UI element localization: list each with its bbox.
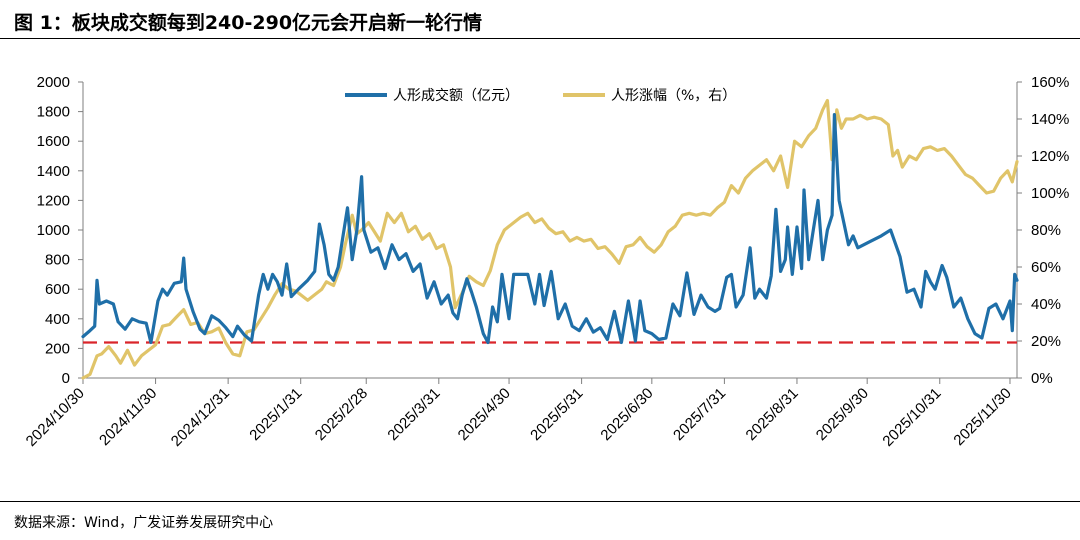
chart-svg: 0 200 400 600 800 1000 1200 1400 1600 1800 2000 0% 2… (23, 74, 1070, 450)
figure-title: 图 1：板块成交额每到240-290亿元会开启新一轮行情 (14, 12, 483, 34)
series-line-turnover (81, 113, 1019, 345)
source-rule (0, 501, 1080, 502)
y-left-tick-label: 0 (62, 370, 70, 387)
y-right-tick-label: 100% (1031, 185, 1069, 202)
y-left-tick-label: 1000 (37, 222, 70, 239)
x-tick-label: 2025/9/30 (813, 385, 872, 444)
data-source: 数据来源：Wind，广发证券发展研究中心 (14, 515, 274, 531)
x-tick-label: 2024/11/30 (96, 385, 160, 449)
y-right-tick-label: 60% (1031, 259, 1061, 276)
y-left-tick-label: 800 (45, 252, 70, 269)
y-left-tick-label: 400 (45, 311, 70, 328)
y-right-tick-label: 160% (1031, 74, 1069, 91)
y-right-tick-label: 80% (1031, 222, 1061, 239)
legend-turnover-label: 人形成交额（亿元） (393, 87, 519, 104)
x-tick-label: 2024/10/30 (23, 385, 88, 450)
x-tick-label: 2025/2/28 (312, 385, 371, 444)
x-tick-label: 2025/5/31 (527, 385, 586, 444)
x-tick-label: 2025/6/30 (597, 385, 656, 444)
y-right-tick-label: 0% (1031, 370, 1053, 387)
x-tick-label: 2025/3/31 (384, 385, 443, 444)
y-left-tick-label: 1400 (37, 163, 70, 180)
series-line-gain (81, 98, 1019, 380)
y-left-tick-label: 1800 (37, 104, 70, 121)
title-rule (0, 38, 1080, 39)
y-right-tick-label: 40% (1031, 296, 1061, 313)
y-left-tick-label: 600 (45, 281, 70, 298)
y-right-tick-label: 140% (1031, 111, 1069, 128)
x-tick-label: 2025/8/31 (743, 385, 802, 444)
y-left-tick-label: 1600 (37, 133, 70, 150)
y-left-tick-label: 200 (45, 340, 70, 357)
x-tick-label: 2024/12/31 (168, 385, 233, 450)
figure-title-bar: 图 1：板块成交额每到240-290亿元会开启新一轮行情 (0, 0, 1080, 38)
x-tick-label: 2025/7/31 (670, 385, 729, 444)
x-tick-label: 2025/4/30 (455, 385, 514, 444)
x-tick-label: 2025/1/31 (246, 385, 305, 444)
x-tick-label: 2025/11/30 (950, 385, 1014, 449)
x-tick-label: 2025/10/31 (879, 385, 944, 450)
y-right-tick-label: 120% (1031, 148, 1069, 165)
legend-gain-label: 人形涨幅（%，右） (611, 88, 736, 104)
y-right-tick-label: 20% (1031, 333, 1061, 350)
y-left-tick-label: 1200 (37, 192, 70, 209)
y-left-tick-label: 2000 (37, 74, 70, 91)
